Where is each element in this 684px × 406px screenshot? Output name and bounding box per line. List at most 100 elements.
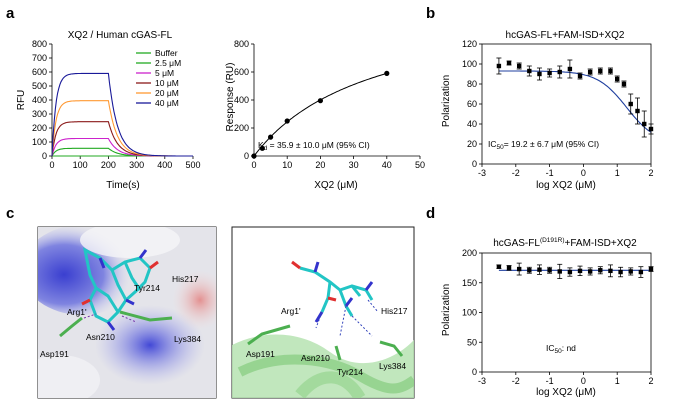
fp-data-point [496,63,502,69]
fp-data-point [516,63,522,69]
fp-mut-xlabel: log XQ2 (μM) [536,387,596,398]
fp-data-point [648,126,654,132]
fp-mut-title-rest: +FAM-ISD+XQ2 [565,238,638,249]
fp-wt-annot-k: IC [488,139,497,149]
asp191-sticks [59,316,83,338]
fp-data-point [537,267,542,272]
fp-mut-annot-sub: 50 [555,348,563,355]
kd-chart: 0 10 20 30 40 50 0 200 400 600 800 XQ2 (μM) Respon… [225,39,425,191]
kd-annot-k: K [258,140,264,150]
surface-red-patch [172,270,216,330]
fp-wt-xlabel: log XQ2 (μM) [536,180,596,191]
y-tick-label: 800 [234,39,249,49]
y-tick-label: 700 [32,53,47,63]
y-tick-label: 20 [467,139,477,149]
fp-data-point [547,70,552,76]
panel-label-a: a [6,5,15,22]
y-tick-label: 600 [32,67,47,77]
fp-mut-points [496,262,654,279]
surf-label-his217: His217 [172,274,199,284]
x-tick-label: 0 [581,168,586,178]
kd-axes: 0 10 20 30 40 50 0 200 400 600 800 [234,39,425,170]
fp-data-point [557,269,562,274]
x-tick-label: 2 [648,376,653,386]
fp-data-point [537,71,542,77]
kd-data-point [317,98,323,104]
y-tick-label: 200 [462,248,477,258]
y-tick-label: 200 [234,123,249,133]
x-tick-label: 0 [49,160,54,170]
lys384-sticks [379,340,404,357]
y-tick-label: 40 [467,119,477,129]
y-tick-label: 0 [472,159,477,169]
fp-wt-title: hcGAS-FL+FAM-ISD+XQ2 [506,30,625,41]
fp-data-point [635,108,640,114]
spr-axes: 0 100 200 300 400 500 0 100 200 300 400 500 600 700 80… [32,39,201,170]
x-tick-label: 100 [73,160,88,170]
y-tick-label: 50 [467,337,477,347]
fp-data-point [618,269,623,275]
legend-label: 10 μM [155,78,179,88]
fp-data-point [628,269,633,274]
fp-mut-chart: hcGAS-FL(D191R)+FAM-ISD+XQ2 -3 -2 -1 0 1 2 0 50… [441,237,654,398]
kd-ylabel: Response (RU) [225,63,236,132]
fp-data-point [598,68,603,74]
fp-data-point [547,268,552,273]
fp-data-point [638,269,644,275]
fp-mut-annot-text: : nd [562,343,576,353]
fp-data-point [567,269,573,275]
fp-wt-chart: hcGAS-FL+FAM-ISD+XQ2 -3 -2 -1 0 1 20204060801… [441,30,654,191]
fp-fit-curve [498,70,652,133]
kd-points [251,70,390,159]
x-tick-label: 300 [129,160,144,170]
kd-data-point [259,145,265,151]
fp-data-point [587,269,593,274]
panel-label-c: c [6,205,14,222]
spr-ylabel: RFU [16,90,27,111]
kd-annot-text: = 35.9 ± 10.0 μM (95% CI) [267,140,370,150]
y-tick-label: 200 [32,123,47,133]
cart-label-asn210: Asn210 [301,353,330,363]
surf-label-lys384: Lys384 [174,334,201,344]
kd-annotation: Kd = 35.9 ± 10.0 μM (95% CI) [258,140,370,152]
x-tick-label: 50 [415,160,425,170]
y-tick-label: 400 [234,95,249,105]
x-tick-label: 0 [581,376,586,386]
fp-data-point [506,60,512,66]
surf-label-asp191: Asp191 [40,349,69,359]
x-tick-label: 2 [648,168,653,178]
fp-data-point [567,66,573,72]
lys384-sticks [119,310,173,322]
x-tick-label: -3 [478,376,486,386]
fp-wt-fit [498,70,652,133]
x-tick-label: 200 [101,160,116,170]
y-tick-label: 60 [467,99,477,109]
cart-label-arg1: Arg1' [281,306,301,316]
fp-data-point [621,81,627,87]
fp-data-point [527,268,532,273]
cart-label-asp191: Asp191 [246,349,275,359]
cart-label-tyr214: Tyr214 [337,367,363,377]
cart-label-lys384: Lys384 [379,361,406,371]
plot-frame [481,252,652,373]
spr-series-line [51,137,193,157]
y-tick-label: 0 [244,151,249,161]
surf-label-arg1: Arg1' [67,307,87,317]
y-tick-label: 500 [32,81,47,91]
fp-wt-annotation: IC50= 19.2 ± 6.7 μM (95% CI) [488,139,599,151]
panel-label-b: b [426,5,435,22]
y-tick-label: 400 [32,95,47,105]
fp-data-point [557,69,562,75]
x-tick-label: -1 [546,376,554,386]
fp-data-point [527,68,532,74]
panel-label-d: d [426,205,435,222]
cart-label-his217: His217 [381,306,408,316]
x-tick-label: 30 [349,160,359,170]
spr-title: XQ2 / Human cGAS-FL [68,30,173,41]
x-tick-label: 1 [615,168,620,178]
x-tick-label: -2 [512,168,520,178]
spr-series-line [51,100,193,157]
spr-series-line [51,72,193,157]
